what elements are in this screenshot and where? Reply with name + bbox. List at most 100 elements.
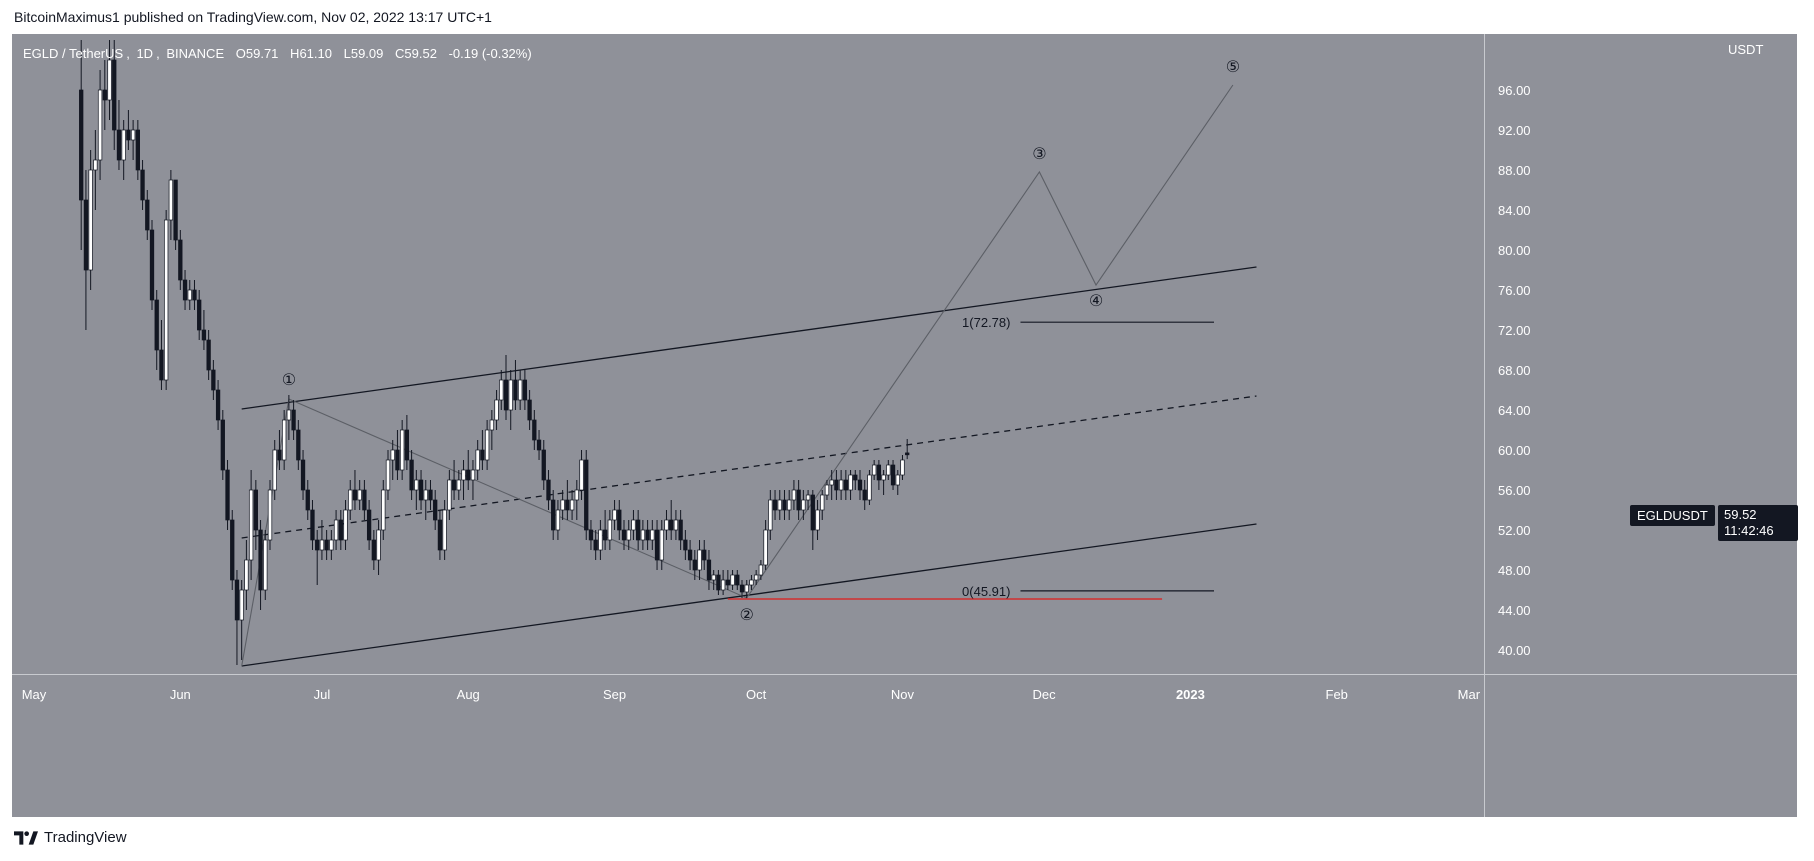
candle-body bbox=[357, 489, 362, 501]
candle bbox=[244, 540, 249, 610]
price-tick-label: 76.00 bbox=[1498, 283, 1531, 298]
candle bbox=[159, 320, 164, 390]
time-tick-label: 2023 bbox=[1176, 687, 1205, 702]
candle bbox=[508, 370, 513, 430]
candle bbox=[263, 530, 268, 600]
candle-body bbox=[300, 459, 306, 491]
candle-body bbox=[366, 509, 372, 541]
candle bbox=[211, 360, 216, 400]
candle bbox=[565, 480, 570, 520]
candle-body bbox=[697, 549, 702, 571]
publisher-text: BitcoinMaximus1 published on TradingView… bbox=[14, 9, 492, 25]
candle bbox=[598, 520, 603, 560]
candle-body bbox=[409, 459, 414, 491]
candle-body bbox=[352, 489, 358, 501]
candle-body bbox=[418, 479, 424, 501]
candle bbox=[324, 530, 329, 560]
time-tick-label: Nov bbox=[891, 687, 915, 702]
candle-body bbox=[801, 499, 806, 511]
candle-body bbox=[735, 574, 740, 586]
candle-body bbox=[796, 489, 801, 511]
candle-body bbox=[267, 489, 273, 541]
candle-body bbox=[834, 479, 839, 491]
candle bbox=[475, 440, 480, 480]
symbol-info-bar[interactable]: EGLD / TetherUS, 1D, BINANCE O59.71 H61.… bbox=[23, 46, 532, 61]
candle bbox=[220, 410, 225, 480]
candle-body bbox=[612, 509, 617, 521]
candle bbox=[645, 520, 650, 550]
time-tick-label: Mar bbox=[1458, 687, 1481, 702]
candle-body bbox=[470, 469, 476, 481]
candle bbox=[296, 420, 301, 470]
candle bbox=[555, 500, 561, 540]
candle bbox=[640, 520, 646, 550]
candle-body bbox=[895, 474, 900, 486]
candle bbox=[230, 510, 235, 590]
fib-level-label: 1(72.78) bbox=[962, 315, 1010, 330]
candle-body bbox=[848, 474, 853, 491]
candle-body bbox=[348, 489, 353, 511]
candle bbox=[277, 430, 282, 470]
time-tick-label: Oct bbox=[746, 687, 767, 702]
candle-body bbox=[93, 159, 98, 171]
candle-body bbox=[532, 419, 537, 441]
candle bbox=[437, 510, 443, 560]
candle bbox=[282, 410, 287, 470]
candle bbox=[518, 370, 523, 410]
candle bbox=[149, 220, 155, 310]
candle-body bbox=[404, 429, 410, 461]
candle-body bbox=[617, 509, 622, 531]
candle bbox=[126, 110, 131, 150]
candle bbox=[697, 540, 702, 580]
price-tick-label: 44.00 bbox=[1498, 603, 1531, 618]
candle bbox=[357, 480, 362, 510]
time-tick-label: Feb bbox=[1326, 687, 1348, 702]
candle-body bbox=[499, 379, 504, 401]
candle-body bbox=[461, 469, 466, 481]
candle bbox=[895, 470, 900, 495]
candle bbox=[527, 390, 532, 430]
candle-body bbox=[456, 479, 461, 491]
candle bbox=[787, 490, 792, 520]
candle bbox=[754, 570, 759, 585]
candle bbox=[343, 500, 348, 550]
candle bbox=[93, 130, 98, 210]
candle bbox=[810, 490, 815, 550]
candle-body bbox=[687, 549, 693, 561]
candle bbox=[692, 550, 697, 580]
candle bbox=[706, 550, 712, 590]
candle bbox=[881, 470, 886, 495]
candle-body bbox=[720, 579, 726, 591]
candle-body bbox=[777, 499, 782, 511]
candle bbox=[560, 490, 565, 520]
candle bbox=[513, 360, 518, 410]
candle bbox=[758, 560, 764, 580]
candle bbox=[541, 440, 546, 490]
candle-body bbox=[754, 574, 759, 581]
candle-body bbox=[135, 129, 140, 171]
candle-body bbox=[664, 519, 669, 531]
candle-body bbox=[659, 529, 664, 561]
candle bbox=[300, 450, 306, 500]
candle-body bbox=[83, 199, 89, 271]
low-label: L bbox=[343, 46, 351, 61]
candle bbox=[362, 480, 367, 520]
last-price-tag: 59.52 11:42:46 bbox=[1718, 505, 1798, 541]
candle-body bbox=[121, 129, 126, 161]
candle-body bbox=[315, 539, 320, 551]
candle-body bbox=[310, 509, 315, 541]
symbol-interval[interactable]: 1D bbox=[136, 46, 154, 61]
candle bbox=[140, 160, 145, 210]
candle bbox=[484, 420, 490, 470]
candle bbox=[164, 210, 169, 390]
candle-body bbox=[706, 559, 712, 581]
symbol-pair[interactable]: EGLD / TetherUS bbox=[23, 46, 124, 61]
time-tick-label: Jul bbox=[314, 687, 331, 702]
candle-body bbox=[744, 584, 749, 593]
candle-body bbox=[414, 479, 419, 491]
candle bbox=[801, 490, 806, 520]
candle bbox=[805, 490, 811, 510]
candle bbox=[234, 570, 240, 665]
candlestick-chart[interactable]: 40.00 44.00 48.00 52.00 56.00 60.00 64.00 68.00… bbox=[12, 34, 1797, 817]
footer-brand[interactable]: TradingView bbox=[14, 829, 127, 846]
